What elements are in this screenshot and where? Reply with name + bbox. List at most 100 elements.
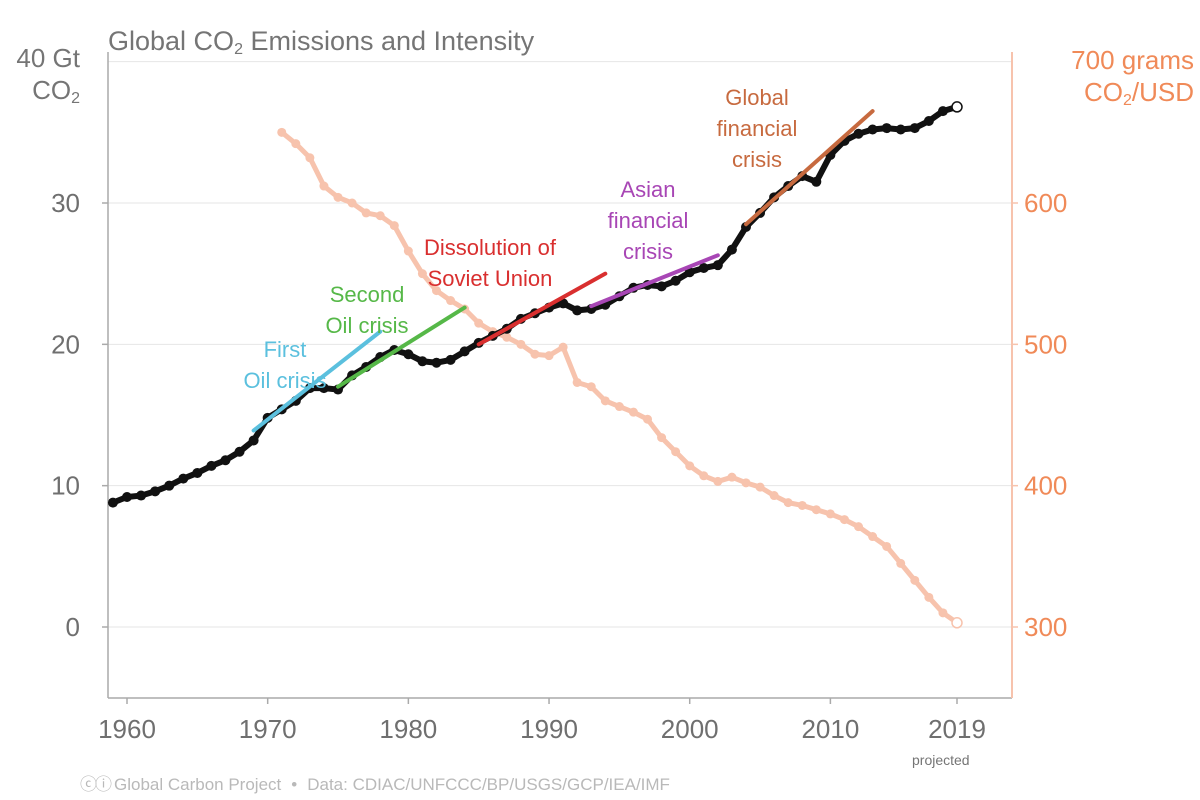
- intensity-point: [544, 351, 554, 361]
- intensity-point: [319, 181, 329, 191]
- annotation-label: Second: [330, 282, 405, 307]
- annotation-line: [251, 329, 383, 433]
- annotation-label: Soviet Union: [428, 266, 553, 291]
- footer-data: Data: CDIAC/UNFCCC/BP/USGS/GCP/IEA/IMF: [307, 775, 670, 794]
- annotation-label: Global: [725, 85, 789, 110]
- x-tick-label: 1990: [520, 714, 578, 744]
- intensity-point: [600, 396, 610, 406]
- right-axis-label-line1: 700 grams: [1071, 45, 1194, 75]
- emissions-point: [206, 460, 217, 471]
- emissions-point: [937, 106, 948, 117]
- intensity-point: [755, 482, 765, 492]
- intensity-point: [389, 221, 399, 231]
- emissions-point: [909, 123, 920, 134]
- emissions-point: [881, 123, 892, 134]
- intensity-point: [446, 296, 456, 306]
- intensity-point: [783, 498, 793, 508]
- annotation-line: [589, 253, 720, 309]
- intensity-point: [361, 208, 371, 218]
- emissions-point: [164, 480, 175, 491]
- intensity-line: [280, 130, 959, 625]
- intensity-point: [403, 246, 413, 256]
- intensity-point: [938, 608, 948, 618]
- y-right-tick-label: 300: [1024, 612, 1067, 642]
- intensity-point: [769, 491, 779, 501]
- emissions-point: [431, 357, 442, 368]
- annotation-label: Oil crisis: [325, 313, 408, 338]
- intensity-point: [854, 522, 864, 532]
- y-right-tick-label: 400: [1024, 471, 1067, 501]
- emissions-point: [122, 491, 132, 502]
- intensity-point: [727, 472, 737, 482]
- emissions-point: [445, 354, 456, 365]
- emissions-point: [178, 473, 189, 484]
- annotation-line: [476, 271, 608, 347]
- intensity-point: [586, 382, 596, 392]
- emissions-point: [811, 176, 822, 187]
- emissions-point: [318, 383, 329, 394]
- footer-separator: •: [291, 775, 298, 794]
- y-left-tick-label: 20: [51, 329, 80, 359]
- x-tick-label: 1960: [98, 714, 156, 744]
- left-axis-label-line2: CO2: [32, 75, 80, 107]
- emissions-point: [895, 124, 906, 135]
- intensity-point: [671, 447, 681, 457]
- intensity-point: [825, 509, 835, 519]
- emissions-point: [572, 305, 583, 316]
- emissions-point: [150, 486, 161, 497]
- emissions-point: [923, 116, 934, 127]
- x-tick-label: 2010: [801, 714, 859, 744]
- projected-note: projected: [912, 752, 970, 768]
- intensity-point: [375, 211, 385, 221]
- left-axis-label-line1: 40 Gt: [16, 43, 80, 73]
- emissions-point: [220, 455, 231, 466]
- y-left-tick-label: 10: [51, 471, 80, 501]
- emissions-point: [853, 128, 864, 139]
- intensity-point: [333, 192, 343, 202]
- annotation-label: crisis: [623, 239, 673, 264]
- intensity-point: [868, 532, 878, 542]
- y-left-tick-label: 0: [66, 612, 80, 642]
- left-axis-label: 40 Gt CO2: [0, 42, 80, 115]
- right-axis-label: 700 grams CO2/USD: [1024, 44, 1194, 117]
- emissions-point: [136, 490, 147, 501]
- x-tick-label: 1970: [239, 714, 297, 744]
- emissions-point: [726, 244, 737, 255]
- emissions-point: [867, 124, 878, 135]
- annotation-label: Oil crisis: [243, 368, 326, 393]
- intensity-point: [685, 461, 695, 471]
- intensity-point: [699, 471, 709, 481]
- x-tick-label: 1980: [379, 714, 437, 744]
- annotation-label: financial: [717, 116, 798, 141]
- intensity-point: [291, 139, 301, 149]
- emissions-point: [234, 446, 245, 457]
- intensity-point: [614, 402, 624, 412]
- intensity-point: [558, 342, 568, 352]
- annotation-line: [336, 305, 467, 389]
- intensity-point: [347, 198, 357, 208]
- intensity-point: [741, 478, 751, 488]
- y-right-tick-label: 600: [1024, 188, 1067, 218]
- emissions-point: [712, 260, 723, 271]
- annotation-line: [743, 109, 875, 227]
- intensity-point: [811, 505, 821, 515]
- intensity-point: [628, 407, 638, 417]
- emissions-point: [698, 263, 709, 274]
- intensity-point: [417, 269, 427, 279]
- y-right-tick-label: 500: [1024, 329, 1067, 359]
- x-tick-label: 2019: [928, 714, 986, 744]
- creative-commons-icon: ⓒⓘ: [80, 775, 112, 794]
- emissions-point: [951, 101, 963, 113]
- intensity-point: [657, 433, 667, 443]
- intensity-point: [713, 476, 723, 486]
- chart-footer: ⓒⓘ Global Carbon Project • Data: CDIAC/UNFC…: [80, 770, 670, 795]
- intensity-point: [572, 377, 582, 387]
- intensity-point: [516, 339, 526, 349]
- annotation-label: First: [264, 337, 307, 362]
- intensity-point: [951, 617, 963, 629]
- emissions-point: [670, 275, 681, 286]
- intensity-point: [277, 127, 287, 137]
- intensity-point: [474, 318, 484, 328]
- emissions-point: [417, 356, 428, 367]
